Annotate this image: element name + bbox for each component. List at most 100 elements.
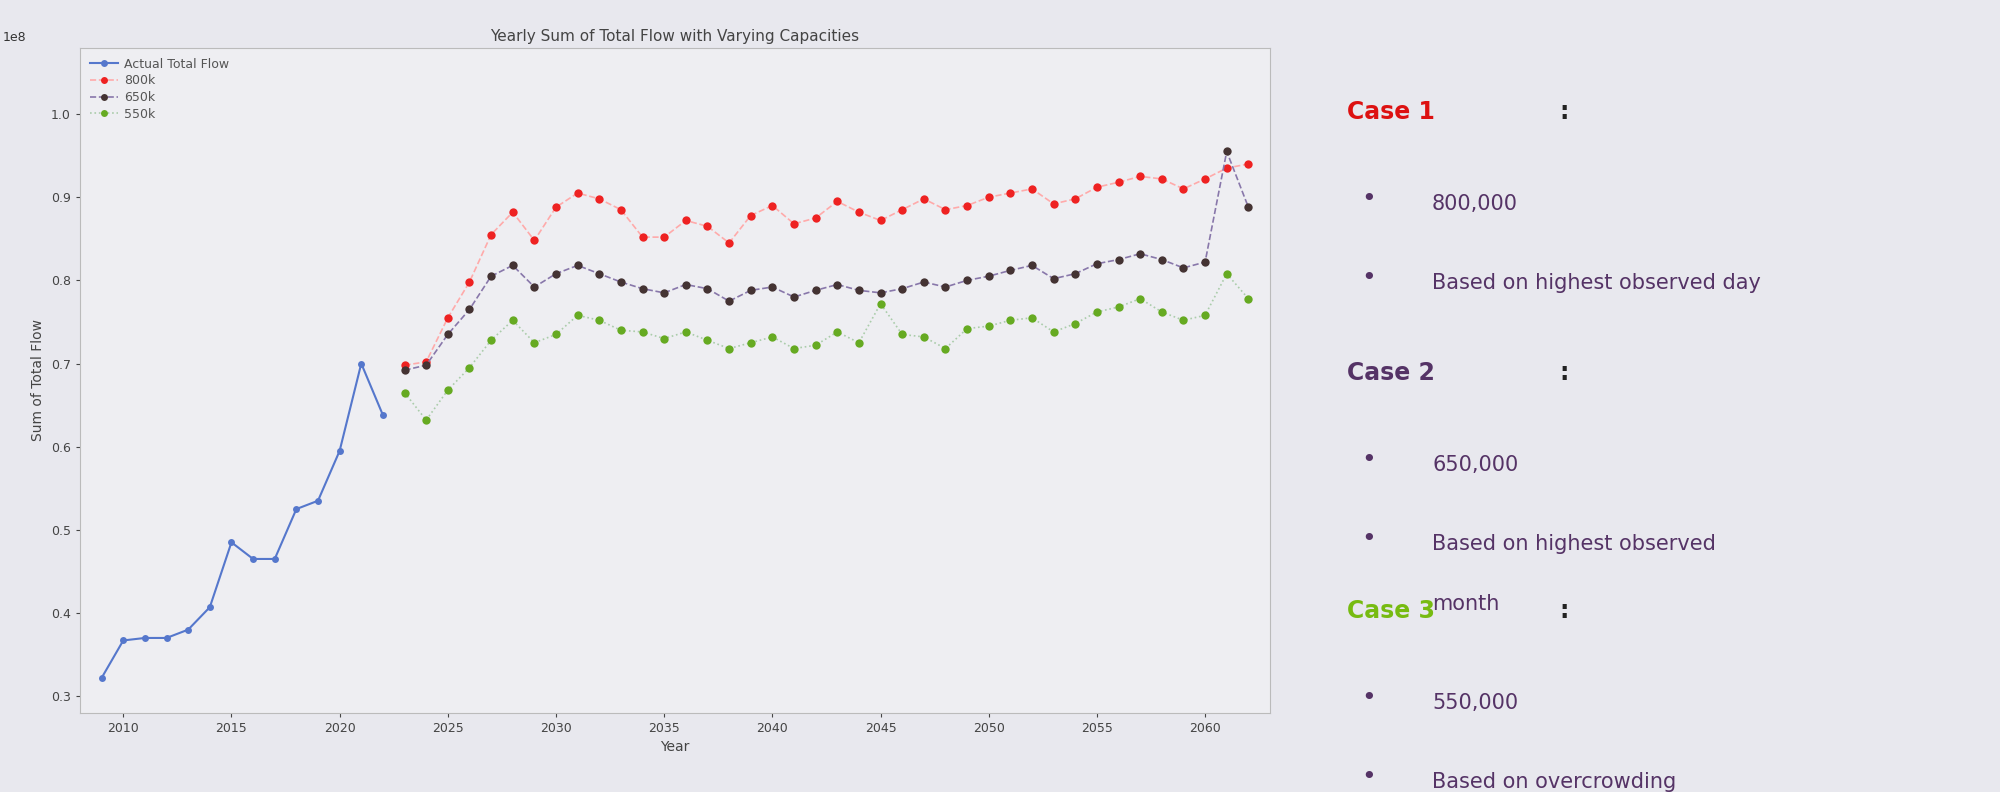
550k — [868, 299, 892, 308]
Text: 800,000: 800,000 — [1432, 194, 1518, 214]
Text: :: : — [1560, 599, 1570, 623]
Text: •: • — [1360, 686, 1376, 710]
800k — [1128, 172, 1152, 181]
800k — [522, 236, 546, 246]
550k — [956, 324, 980, 333]
650k — [414, 360, 438, 370]
Text: Case 3: Case 3 — [1346, 599, 1434, 623]
800k — [998, 188, 1022, 198]
Line: 550k: 550k — [400, 269, 1252, 425]
Text: •: • — [1360, 448, 1376, 472]
650k — [696, 284, 720, 294]
550k — [414, 415, 438, 425]
650k — [608, 277, 632, 287]
550k — [1194, 310, 1218, 320]
550k — [500, 315, 524, 325]
650k — [1084, 259, 1108, 268]
650k — [500, 261, 524, 270]
800k — [912, 194, 936, 204]
550k — [1020, 313, 1044, 322]
550k — [566, 310, 590, 320]
550k — [738, 338, 762, 348]
650k — [1150, 255, 1174, 265]
550k — [630, 327, 654, 337]
550k — [760, 332, 784, 341]
650k — [1214, 147, 1238, 156]
Text: :: : — [1560, 361, 1570, 385]
800k — [480, 230, 504, 239]
650k — [588, 269, 612, 279]
550k — [1236, 294, 1260, 303]
650k — [1128, 249, 1152, 258]
800k — [1042, 199, 1066, 208]
Text: Case 1: Case 1 — [1346, 100, 1434, 124]
650k — [976, 272, 1000, 281]
650k — [1020, 261, 1044, 270]
800k — [782, 219, 806, 229]
Text: Based on overcrowding: Based on overcrowding — [1432, 772, 1676, 792]
Text: •: • — [1360, 187, 1376, 211]
800k — [1084, 182, 1108, 192]
650k — [760, 282, 784, 291]
550k — [1106, 303, 1130, 312]
Text: :: : — [1560, 100, 1570, 124]
800k — [826, 196, 850, 206]
Actual Total Flow — [112, 636, 136, 645]
800k — [500, 208, 524, 217]
Actual Total Flow — [284, 505, 308, 514]
Actual Total Flow — [328, 446, 352, 455]
Actual Total Flow — [306, 496, 330, 505]
800k — [458, 277, 482, 287]
800k — [1214, 163, 1238, 173]
650k — [1064, 269, 1088, 279]
Text: Based on highest observed day: Based on highest observed day — [1432, 273, 1760, 293]
650k — [1194, 257, 1218, 267]
550k — [1214, 269, 1238, 279]
650k — [934, 282, 958, 291]
800k — [846, 208, 870, 217]
650k — [956, 276, 980, 285]
800k — [674, 215, 698, 225]
800k — [588, 194, 612, 204]
550k — [1150, 307, 1174, 317]
550k — [608, 326, 632, 335]
800k — [1106, 177, 1130, 187]
800k — [1150, 174, 1174, 184]
650k — [1236, 203, 1260, 212]
800k — [1194, 174, 1218, 184]
550k — [718, 344, 742, 353]
Actual Total Flow — [198, 603, 222, 612]
550k — [544, 329, 568, 339]
800k — [868, 215, 892, 225]
650k — [630, 284, 654, 294]
650k — [674, 280, 698, 289]
550k — [696, 336, 720, 345]
650k — [912, 277, 936, 287]
550k — [912, 332, 936, 341]
650k — [544, 269, 568, 279]
550k — [1042, 327, 1066, 337]
Line: 650k: 650k — [400, 147, 1252, 375]
550k — [1084, 307, 1108, 317]
Text: month: month — [1432, 594, 1500, 614]
Y-axis label: Sum of Total Flow: Sum of Total Flow — [32, 319, 46, 441]
Title: Yearly Sum of Total Flow with Varying Capacities: Yearly Sum of Total Flow with Varying Ca… — [490, 29, 860, 44]
Text: Based on highest observed: Based on highest observed — [1432, 535, 1716, 554]
800k — [890, 205, 914, 215]
800k — [718, 238, 742, 248]
550k — [392, 388, 416, 398]
650k — [436, 329, 460, 339]
650k — [392, 365, 416, 375]
550k — [804, 341, 828, 350]
550k — [846, 338, 870, 348]
Actual Total Flow — [176, 625, 200, 634]
Actual Total Flow — [242, 554, 266, 564]
550k — [826, 327, 850, 337]
Legend: Actual Total Flow, 800k, 650k, 550k: Actual Total Flow, 800k, 650k, 550k — [86, 54, 232, 124]
550k — [458, 363, 482, 372]
650k — [566, 261, 590, 270]
650k — [480, 272, 504, 281]
800k — [738, 211, 762, 220]
800k — [392, 360, 416, 370]
Text: 1e8: 1e8 — [2, 31, 26, 44]
